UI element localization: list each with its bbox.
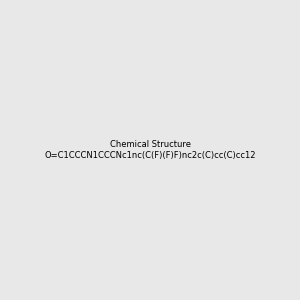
Text: Chemical Structure
O=C1CCCN1CCCNc1nc(C(F)(F)F)nc2c(C)cc(C)cc12: Chemical Structure O=C1CCCN1CCCNc1nc(C(F…: [44, 140, 256, 160]
